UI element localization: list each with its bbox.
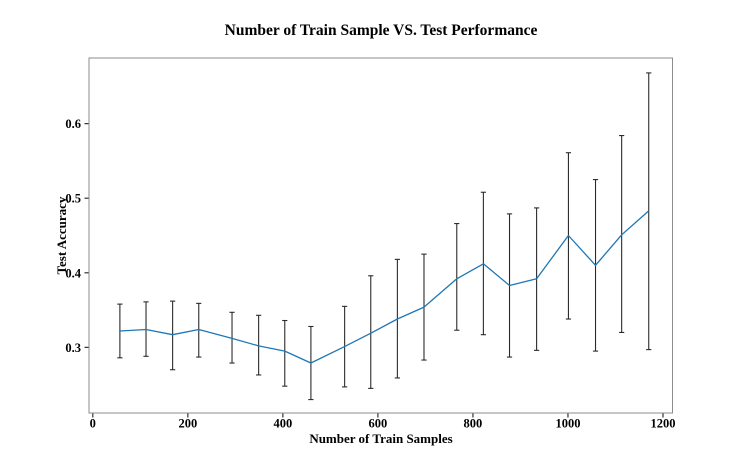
x-axis-label: Number of Train Samples bbox=[309, 431, 452, 446]
y-tick-label: 0.4 bbox=[65, 266, 81, 280]
x-tick-label: 1000 bbox=[555, 417, 580, 431]
chart-title: Number of Train Sample VS. Test Performa… bbox=[225, 22, 538, 39]
x-tick-label: 0 bbox=[90, 417, 96, 431]
y-tick-label: 0.5 bbox=[65, 192, 81, 206]
x-tick-label: 800 bbox=[464, 417, 483, 431]
x-tick-label: 1200 bbox=[650, 417, 675, 431]
y-tick-label: 0.6 bbox=[65, 117, 81, 131]
data-line bbox=[119, 210, 650, 364]
plot-spines bbox=[88, 57, 673, 414]
x-tick-label: 600 bbox=[369, 417, 388, 431]
x-tick-label: 200 bbox=[178, 417, 197, 431]
y-tick-label: 0.3 bbox=[65, 341, 81, 355]
x-tick-label: 400 bbox=[273, 417, 292, 431]
plot-area: 0 200 400 600 800 1000 1200 0.3 0.4 0.5 0.6 bbox=[65, 57, 675, 431]
y-axis-label: Test Accuracy bbox=[54, 196, 69, 274]
